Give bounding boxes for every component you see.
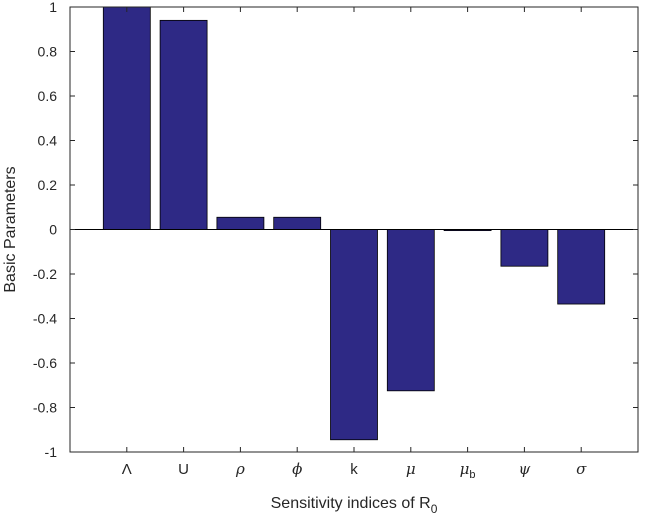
x-tick-label: ψ: [519, 460, 531, 478]
x-tick-label: k: [350, 461, 358, 478]
x-tick-label-main: ψ: [519, 460, 531, 478]
x-tick-label: ρ: [235, 460, 245, 478]
x-tick-label: U: [178, 461, 189, 478]
y-tick-label: 0.6: [38, 88, 58, 104]
x-tick-label-main: ρ: [235, 460, 245, 478]
x-tick-label-main: Λ: [122, 461, 132, 478]
x-tick-label: ϕ: [292, 460, 302, 478]
y-tick-label: 0: [49, 222, 57, 238]
x-axis-label-subscript: 0: [431, 502, 438, 516]
bar-2: [159, 19, 208, 230]
bar-3: [216, 216, 265, 230]
bar-6: [386, 229, 435, 392]
y-tick-label: 0.4: [38, 133, 58, 149]
y-tick-label: -0.6: [33, 355, 57, 371]
bar-9: [557, 229, 606, 305]
y-tick-label: 0.8: [38, 44, 58, 60]
x-tick-label: μ: [406, 460, 416, 478]
y-tick-label: -1: [45, 444, 58, 460]
x-tick-label: σ: [576, 460, 587, 478]
y-tick-label: 0.2: [38, 177, 58, 193]
y-axis-label: Basic Parameters: [2, 166, 19, 292]
x-tick-label-main: k: [350, 461, 358, 478]
y-tick-label: -0.4: [33, 311, 57, 327]
bar-1: [102, 6, 151, 230]
x-tick-label-main: σ: [576, 460, 587, 478]
x-tick-label-main: μ: [406, 460, 416, 478]
y-axis-ticks: 1 0.8 0.6 0.4 0.2 0 -0.2 -0.4 -0.6 -0.8 -1: [33, 0, 638, 460]
x-axis-label-text: Sensitivity indices of R: [271, 495, 431, 512]
y-tick-label: -0.8: [33, 400, 57, 416]
bar-8: [500, 229, 549, 267]
y-tick-label: -0.2: [33, 266, 57, 282]
bars-group: [102, 6, 606, 441]
x-tick-label-main: μ: [460, 460, 470, 478]
bar-4: [273, 216, 322, 230]
x-tick-label: μb: [460, 460, 476, 481]
x-tick-label-subscript: b: [469, 469, 475, 481]
x-tick-label: Λ: [122, 461, 132, 478]
x-tick-label-main: U: [178, 461, 189, 478]
x-tick-label-main: ϕ: [292, 460, 302, 478]
bar-5: [330, 229, 378, 441]
y-tick-label: 1: [49, 0, 57, 15]
x-axis-label: Sensitivity indices of R0: [271, 495, 438, 516]
